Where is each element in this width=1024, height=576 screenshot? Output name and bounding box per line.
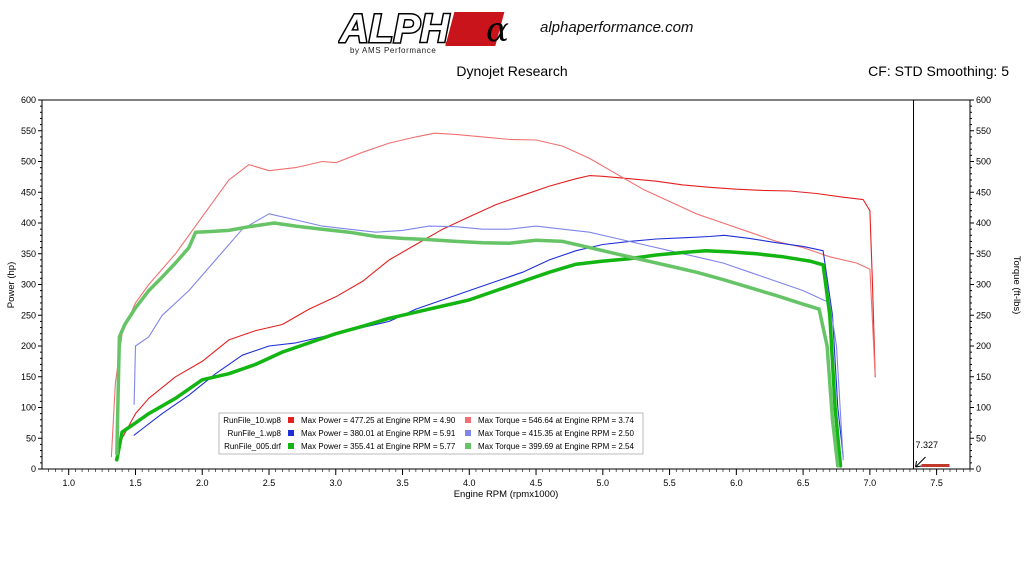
marker-value-label: 7.327 [916,440,939,450]
alpha-logo: ALPHA α [338,6,509,52]
website-link[interactable]: alphaperformance.com [540,19,694,36]
series-runfile-1-wp8-power [133,234,844,458]
rpm-marker: 7.327 [913,100,950,469]
y-tick-label-right: 350 [976,249,991,259]
y-tick-label: 550 [21,126,36,136]
y-tick-label: 300 [21,280,36,290]
marker-brand-stamp [921,464,950,467]
legend-max-torque: Max Torque = 399.69 at Engine RPM = 2.54 [478,442,635,451]
x-tick-label: 1.0 [62,478,75,488]
x-tick-label: 3.0 [329,478,342,488]
y-tick-label-right: 500 [976,157,991,167]
x-tick-label: 4.5 [530,478,543,488]
y-tick-label-right: 200 [976,341,991,351]
chart-title: Dynojet Research [456,63,568,79]
series-runfile-10-wp8-power [114,175,876,461]
legend-file-name: RunFile_1.wp8 [228,429,282,438]
legend-power-swatch [288,443,294,449]
y-tick-label: 400 [21,218,36,228]
x-tick-label: 6.5 [797,478,810,488]
x-axis-label: Engine RPM (rpmx1000) [454,489,559,500]
series-runfile-005-drf-torque [115,221,840,468]
series-runfile-1-wp8-torque [133,213,844,461]
y-tick-label: 350 [21,249,36,259]
chart-settings: CF: STD Smoothing: 5 [868,63,1009,79]
x-tick-label: 6.0 [730,478,743,488]
x-tick-label: 4.0 [463,478,476,488]
legend-max-power: Max Power = 477.25 at Engine RPM = 4.90 [301,416,456,425]
y-tick-label: 500 [21,157,36,167]
legend-max-power: Max Power = 380.01 at Engine RPM = 5.91 [301,429,456,438]
logo-red-block [445,12,505,46]
y-tick-label: 250 [21,310,36,320]
y-axis-left-label: Power (hp) [6,262,17,308]
logo-alpha-symbol: α [486,10,509,50]
y-tick-label-right: 100 [976,403,991,413]
x-tick-label: 7.0 [864,478,877,488]
y-tick-label: 50 [26,433,36,443]
legend-torque-swatch [465,430,471,436]
x-tick-label: 5.0 [597,478,610,488]
series-runfile-005-drf-power [115,248,843,468]
y-tick-label: 0 [31,464,36,474]
y-tick-label: 200 [21,341,36,351]
y-tick-label-right: 600 [976,95,991,105]
series-runfile-10-wp8-torque [110,132,876,458]
x-tick-label: 3.5 [396,478,409,488]
legend-max-power: Max Power = 355.41 at Engine RPM = 5.77 [301,442,456,451]
legend-max-torque: Max Torque = 546.64 at Engine RPM = 3.74 [478,416,635,425]
y-tick-label-right: 550 [976,126,991,136]
y-tick-label: 150 [21,372,36,382]
legend-max-torque: Max Torque = 415.35 at Engine RPM = 2.50 [478,429,635,438]
legend-power-swatch [288,417,294,423]
legend-torque-swatch [465,417,471,423]
report-header: ALPHA α by AMS Performance alphaperforma… [0,0,1024,90]
legend-torque-swatch [465,443,471,449]
legend-file-name: RunFile_10.wp8 [223,416,281,425]
x-tick-label: 2.5 [263,478,276,488]
y-tick-label-right: 300 [976,280,991,290]
axis-ticks: 0 0 50 50 100 100 150 150 200 200 250 250 300 300 350 3… [21,95,991,488]
y-tick-label-right: 50 [976,433,986,443]
y-tick-label-right: 400 [976,218,991,228]
logo-subtitle: by AMS Performance [350,46,437,55]
x-tick-label: 5.5 [663,478,676,488]
x-tick-label: 7.5 [930,478,943,488]
y-tick-label-right: 250 [976,310,991,320]
legend: RunFile_10.wp8 Max Power = 477.25 at Engi… [218,412,644,455]
y-tick-label-right: 0 [976,464,981,474]
x-tick-label: 1.5 [129,478,142,488]
y-tick-label: 450 [21,187,36,197]
series-layer [110,132,876,468]
marker-arrow [915,456,926,468]
x-tick-label: 2.0 [196,478,209,488]
legend-file-name: RunFile_005.drf [224,442,282,451]
y-tick-label-right: 450 [976,187,991,197]
y-tick-label: 100 [21,403,36,413]
legend-power-swatch [288,430,294,436]
y-tick-label-right: 150 [976,372,991,382]
y-axis-right-label: Torque (ft-lbs) [1011,256,1022,315]
y-tick-label: 600 [21,95,36,105]
